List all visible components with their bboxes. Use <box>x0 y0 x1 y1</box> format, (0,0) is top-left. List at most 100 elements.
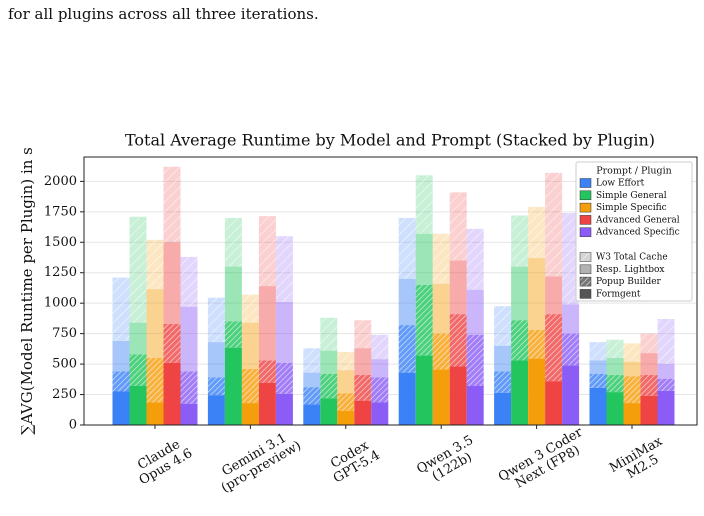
legend-label: Formgent <box>596 289 641 299</box>
bar-segment <box>398 372 416 425</box>
legend-swatch <box>579 289 592 299</box>
bar-segment <box>640 395 658 425</box>
bar-segment <box>320 398 338 425</box>
bar-segment <box>146 239 164 290</box>
bar-segment <box>589 387 607 425</box>
bar-segment <box>258 382 276 425</box>
bar-segment <box>494 345 512 372</box>
bar-segment <box>163 166 181 243</box>
bar-segment <box>494 392 512 425</box>
bar-segment <box>466 386 484 425</box>
bar-segment <box>224 266 242 322</box>
bar-segment <box>545 172 563 277</box>
bar-segment <box>371 334 389 360</box>
bar-segment <box>657 390 675 425</box>
bar-segment <box>146 289 164 358</box>
bar-segment <box>337 410 355 425</box>
bar-segment <box>275 301 293 363</box>
bar-segment <box>207 297 225 343</box>
legend-label: W3 Total Cache <box>596 253 668 263</box>
bar-segment <box>657 378 675 391</box>
bar-segment <box>545 314 563 382</box>
legend-label: Simple General <box>596 191 667 201</box>
y-tick-label: 1750 <box>44 204 77 219</box>
bar-segment <box>606 392 624 425</box>
bar-segment <box>241 368 259 404</box>
bar-segment <box>241 403 259 425</box>
bar-segment <box>303 372 321 388</box>
bar-segment <box>415 355 433 425</box>
bar-segment <box>623 376 641 404</box>
legend-label: Advanced Specific <box>595 228 680 238</box>
bar-segment <box>180 256 198 307</box>
bar-segment <box>320 350 338 374</box>
y-tick-label: 250 <box>52 387 77 402</box>
bar-segment <box>398 278 416 326</box>
bar-segment <box>354 320 372 349</box>
bar-segment <box>207 377 225 396</box>
bar-segment <box>180 306 198 372</box>
legend-box <box>575 161 693 302</box>
bar-segment <box>545 276 563 315</box>
bar-segment <box>180 403 198 425</box>
bar-segment <box>112 277 130 341</box>
bar-segment <box>163 362 181 425</box>
bar-segment <box>241 294 259 323</box>
y-tick-label: 500 <box>52 357 77 372</box>
bar-segment <box>180 371 198 404</box>
bar-segment <box>371 377 389 403</box>
bar-segment <box>354 348 372 376</box>
legend-swatch <box>579 202 592 213</box>
bar-segment <box>129 216 147 323</box>
bar-segment <box>415 284 433 356</box>
bar-segment <box>224 217 242 267</box>
legend-label: Popup Builder <box>596 277 662 287</box>
bar-segment <box>511 360 529 425</box>
bar-segment <box>511 266 529 321</box>
legend-swatch <box>579 178 592 188</box>
bar-segment <box>657 319 675 365</box>
bar-segment <box>466 228 484 290</box>
legend-swatch <box>579 264 592 275</box>
bar-segment <box>640 353 658 376</box>
legend-swatch <box>579 227 592 237</box>
bar-segment <box>432 283 450 334</box>
bar-segment <box>112 371 130 392</box>
bar-segment <box>207 395 225 425</box>
bar-segment <box>545 381 563 425</box>
bar-segment <box>449 192 467 261</box>
bar-segment <box>146 358 164 403</box>
bar-segment <box>258 216 276 287</box>
bar-segment <box>466 334 484 387</box>
bar-segment <box>146 402 164 425</box>
bar-segment <box>432 233 450 284</box>
legend-label: Advanced General <box>595 215 680 225</box>
bar-segment <box>275 362 293 394</box>
y-tick-label: 0 <box>69 418 77 433</box>
bar-segment <box>258 286 276 361</box>
bar-segment <box>112 391 130 425</box>
bar-segment <box>449 314 467 367</box>
bar-segment <box>606 358 624 376</box>
bar-segment <box>129 322 147 355</box>
bar-segment <box>432 333 450 370</box>
bar-segment <box>589 342 607 361</box>
bar-segment <box>528 358 546 425</box>
legend-label: Resp. Lightbox <box>596 265 665 275</box>
bar-segment <box>224 321 242 348</box>
bar-segment <box>449 260 467 315</box>
bar-segment <box>129 386 147 425</box>
bar-segment <box>562 365 580 425</box>
bar-segment <box>258 360 276 383</box>
bar-segment <box>303 387 321 405</box>
bar-segment <box>415 233 433 285</box>
bar-segment <box>562 304 580 334</box>
y-tick-label: 1500 <box>44 235 77 250</box>
bar-segment <box>623 403 641 425</box>
bar-segment <box>511 320 529 361</box>
bar-segment <box>640 333 658 354</box>
y-tick-label: 1250 <box>44 265 77 280</box>
legend-swatch <box>579 190 592 201</box>
legend-swatch <box>579 252 592 262</box>
